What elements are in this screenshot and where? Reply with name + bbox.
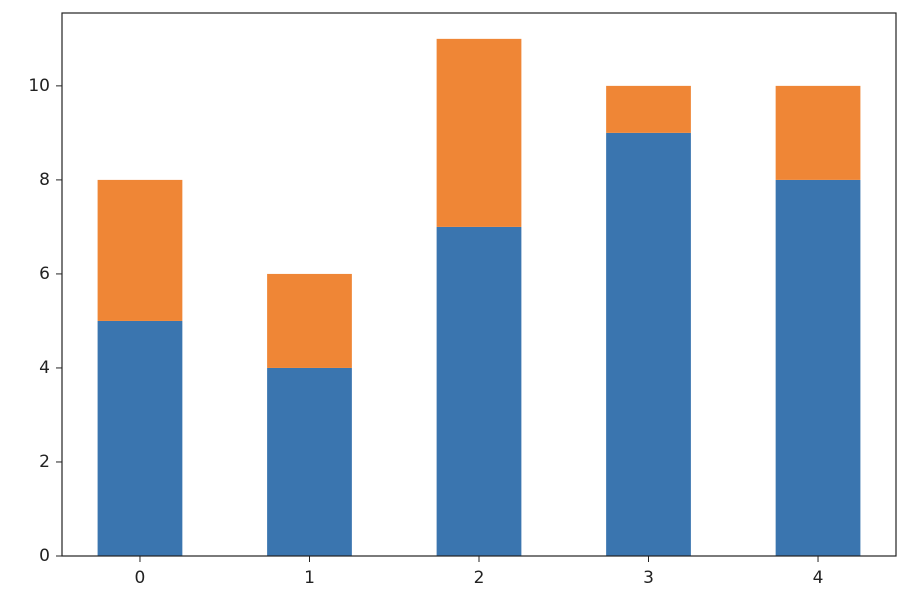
plot-frame [61, 12, 897, 557]
y-tick-label: 0 [39, 546, 50, 566]
x-tick-label: 4 [813, 568, 824, 588]
y-tick-label: 10 [28, 76, 50, 96]
bar [606, 85, 691, 133]
y-tick-label: 4 [39, 358, 50, 378]
y-tick-label: 2 [39, 452, 50, 472]
y-tick-label: 8 [39, 170, 50, 190]
x-tick-label: 1 [304, 568, 315, 588]
bar [775, 179, 861, 556]
x-tick-label: 0 [135, 568, 146, 588]
bar [267, 273, 352, 368]
bar [436, 38, 522, 227]
x-tick-label: 2 [474, 568, 485, 588]
bar [775, 85, 861, 180]
bar [97, 179, 183, 321]
bar [97, 320, 183, 556]
y-tick-label: 6 [39, 264, 50, 284]
x-tick-label: 3 [643, 568, 654, 588]
bar [436, 226, 522, 556]
bar [606, 132, 691, 556]
bar [267, 367, 352, 556]
